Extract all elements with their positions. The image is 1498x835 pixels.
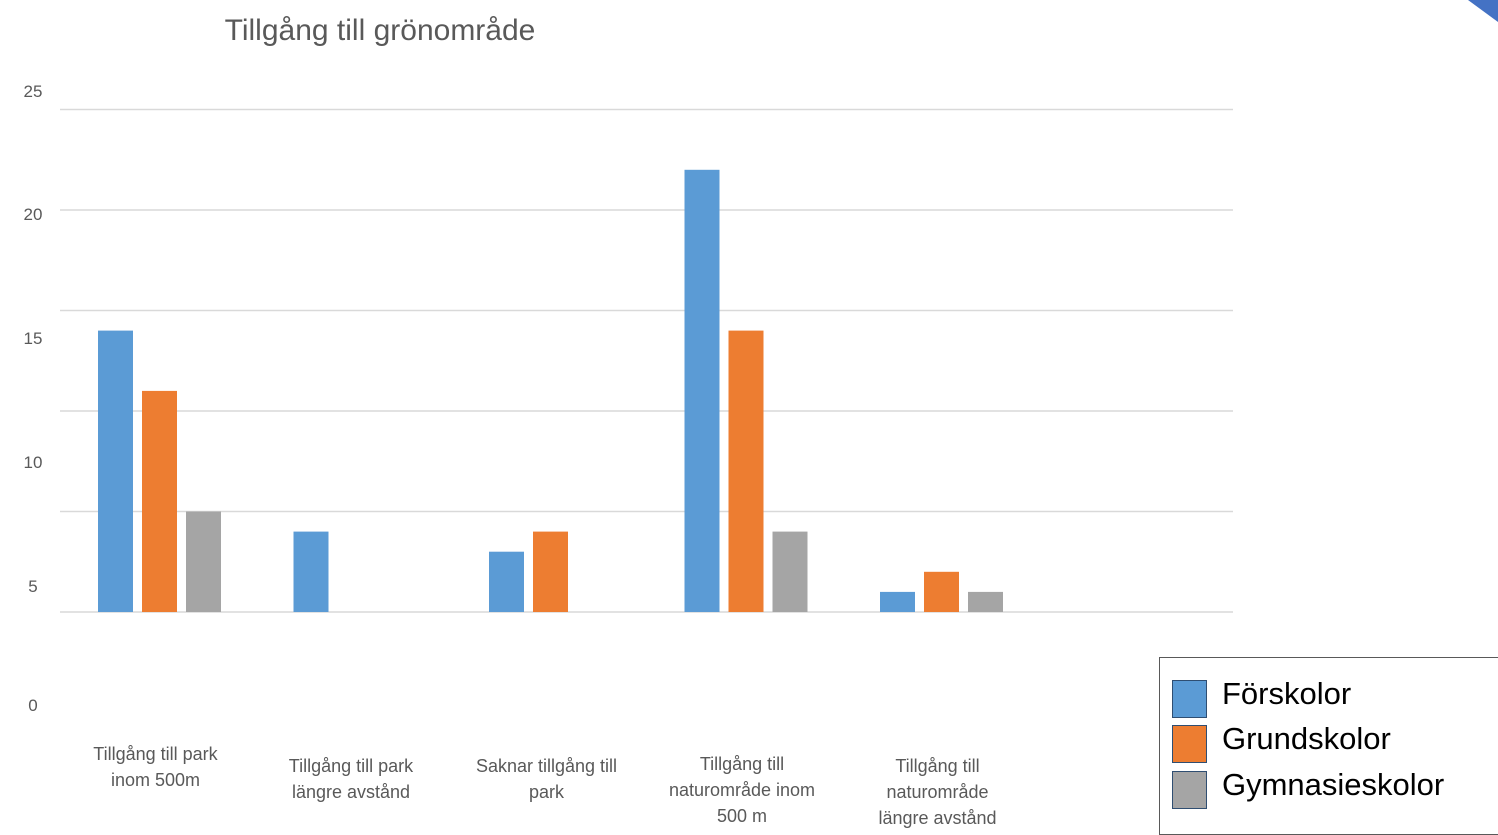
y-tick-label: 20 xyxy=(24,205,43,224)
category-label: Tillgång till naturområde längre avstånd xyxy=(878,756,996,828)
y-tick-label: 15 xyxy=(24,329,43,348)
legend-label: Gymnasieskolor xyxy=(1222,767,1445,802)
legend-label: Förskolor xyxy=(1222,676,1352,711)
bar xyxy=(142,390,177,612)
y-axis-ticks: 25 20 15 10 5 0 xyxy=(24,82,43,715)
category-label-line: Tillgång till park xyxy=(289,756,414,776)
category-label-line: 500 m xyxy=(717,806,767,826)
legend: Förskolor Grundskolor Gymnasieskolor xyxy=(1159,657,1498,835)
category-label: Saknar tillgång till park xyxy=(476,756,617,802)
y-tick-label: 0 xyxy=(28,696,37,715)
category-label-line: Tillgång till park xyxy=(93,744,218,764)
corner-decoration-icon xyxy=(1468,0,1498,22)
bars xyxy=(98,169,1003,613)
y-tick-label: 5 xyxy=(28,577,37,596)
category-label: Tillgång till park inom 500m xyxy=(93,744,218,790)
category-label: Tillgång till naturområde inom 500 m xyxy=(669,754,815,826)
bar xyxy=(772,531,808,612)
grid-lines xyxy=(60,108,1233,613)
bar xyxy=(533,531,568,612)
category-label-line: längre avstånd xyxy=(878,808,996,828)
category-label: Tillgång till park längre avstånd xyxy=(289,756,414,802)
legend-label: Grundskolor xyxy=(1222,721,1391,756)
category-label-line: längre avstånd xyxy=(292,782,410,802)
bar xyxy=(880,591,915,612)
bar xyxy=(968,591,1003,612)
bar xyxy=(98,330,133,612)
category-label-line: Tillgång till xyxy=(895,756,979,776)
bar xyxy=(186,511,221,612)
bar xyxy=(924,571,959,612)
category-label-line: park xyxy=(529,782,565,802)
bar xyxy=(728,330,764,612)
category-label-line: naturområde xyxy=(886,782,988,802)
bar xyxy=(684,169,720,613)
legend-swatch-grundskolor xyxy=(1172,725,1207,763)
category-label-line: inom 500m xyxy=(111,770,200,790)
y-tick-label: 25 xyxy=(24,82,43,101)
bar xyxy=(293,531,329,612)
legend-swatch-forskolor xyxy=(1172,680,1207,718)
chart-title: Tillgång till grönområde xyxy=(225,14,536,47)
y-tick-label: 10 xyxy=(24,453,43,472)
legend-swatch-gymnasieskolor xyxy=(1172,771,1207,809)
category-label-line: naturområde inom xyxy=(669,780,815,800)
category-label-line: Saknar tillgång till xyxy=(476,756,617,776)
category-label-line: Tillgång till xyxy=(700,754,784,774)
bar xyxy=(489,551,524,612)
